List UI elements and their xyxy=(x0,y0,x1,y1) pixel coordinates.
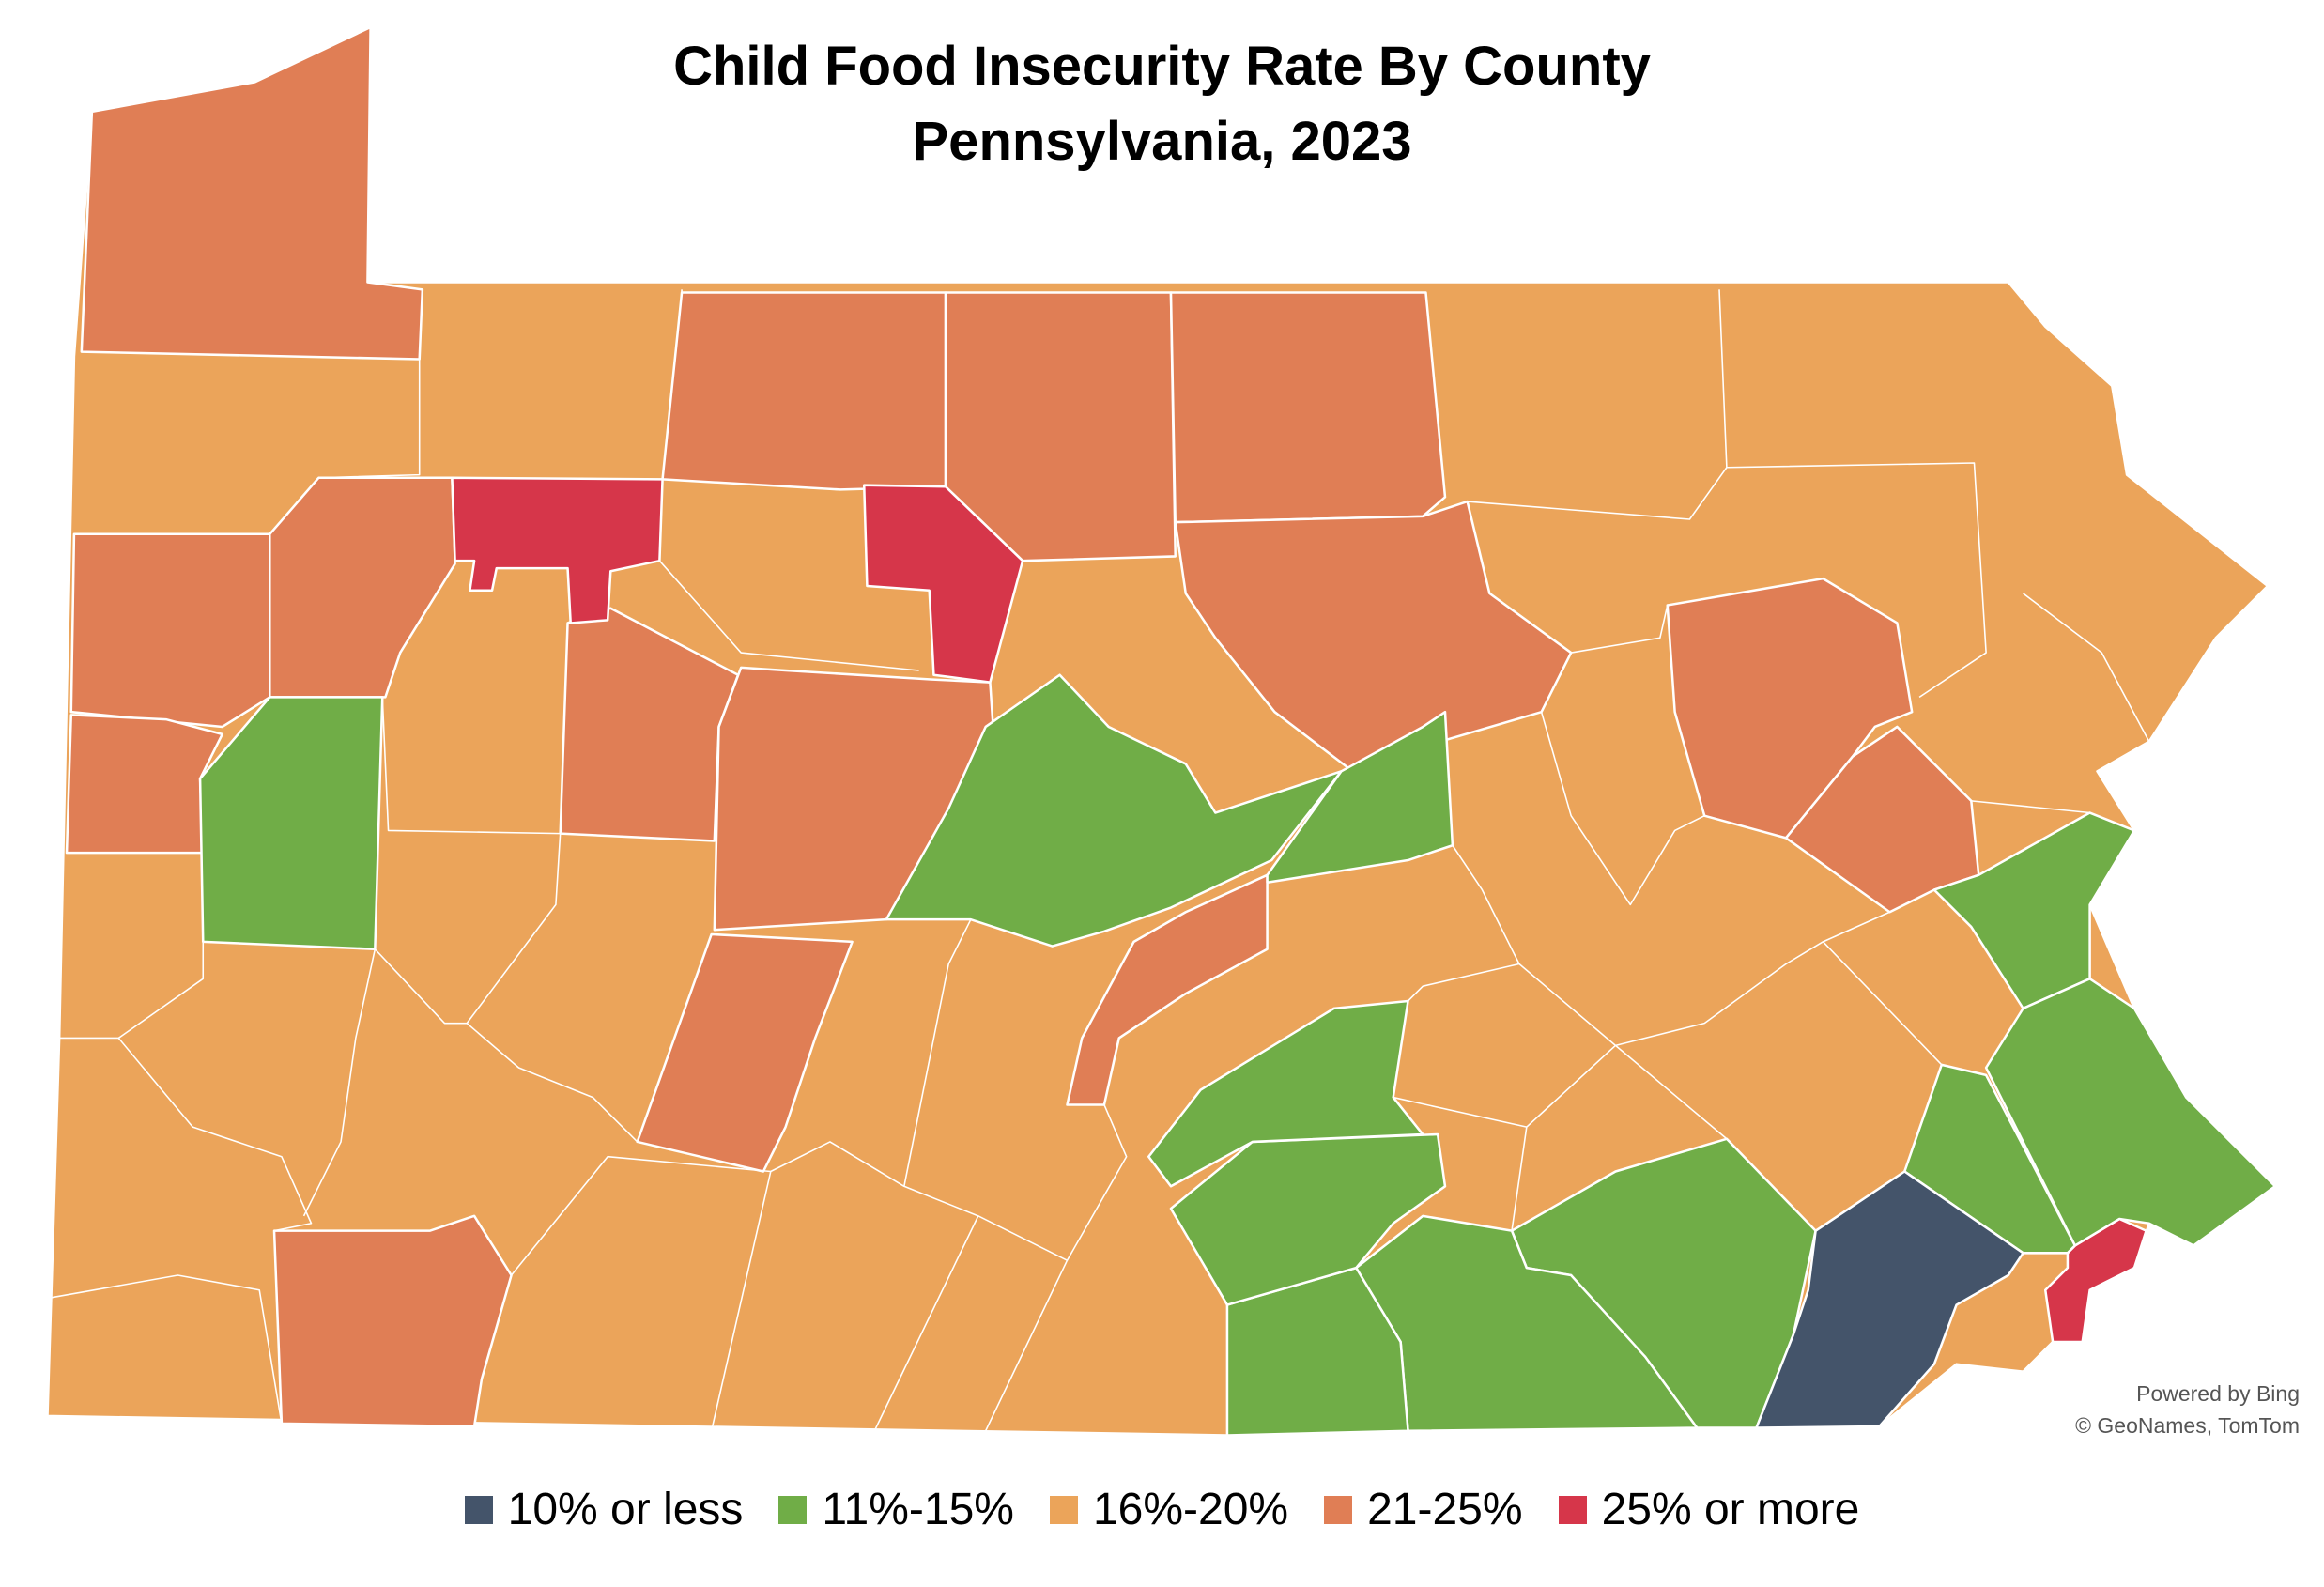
county-21-25 xyxy=(69,532,271,729)
county-borders xyxy=(1467,289,1728,520)
county-borders xyxy=(52,1274,283,1424)
legend-label: 25% or more xyxy=(1601,1485,1860,1534)
county-11-15 xyxy=(1147,999,1424,1188)
county-borders xyxy=(374,948,468,1025)
county-21-25 xyxy=(661,291,947,491)
county-11-15 xyxy=(1932,811,2136,1010)
county-21-25 xyxy=(636,932,854,1173)
county-borders xyxy=(302,948,377,1217)
county-21-25 xyxy=(1169,291,1447,524)
county-21-25 xyxy=(80,25,424,361)
attribution: Powered by Bing © GeoNames, TomTom xyxy=(2075,1378,2300,1441)
legend-item: 10% or less xyxy=(464,1484,744,1535)
attribution-credits: © GeoNames, TomTom xyxy=(2075,1413,2300,1438)
county-borders xyxy=(1066,1104,1128,1261)
county-borders xyxy=(1393,1096,1527,1128)
legend-swatch xyxy=(1049,1495,1078,1524)
legend-item: 21-25% xyxy=(1324,1484,1523,1535)
legend-label: 21-25% xyxy=(1367,1485,1523,1534)
county-25-or-more xyxy=(451,476,664,624)
county-21-25 xyxy=(1066,873,1269,1106)
legend-label: 16%-20% xyxy=(1092,1485,1289,1534)
legend-item: 16%-20% xyxy=(1049,1484,1289,1535)
legend-swatch xyxy=(778,1495,808,1524)
county-borders xyxy=(1614,1044,1728,1140)
county-borders xyxy=(510,1155,772,1431)
county-borders xyxy=(2023,593,2150,743)
county-borders xyxy=(1726,462,1987,699)
county-25-or-more xyxy=(2043,1217,2147,1344)
county-11-15 xyxy=(1225,1266,1409,1437)
map-subtitle: Pennsylvania, 2023 xyxy=(912,111,1412,172)
legend-swatch xyxy=(464,1495,493,1524)
county-borders xyxy=(1822,941,1943,1066)
county-borders xyxy=(658,560,919,671)
legend: 10% or less 11%-15% 16%-20% 21-25% 25% o… xyxy=(0,1484,2324,1535)
county-borders xyxy=(903,918,972,1187)
county-borders xyxy=(117,1037,313,1232)
county-borders xyxy=(1407,844,1520,1002)
legend-item: 11%-15% xyxy=(778,1484,1014,1535)
legend-swatch xyxy=(1558,1495,1587,1524)
county-11-15 xyxy=(885,673,1343,948)
county-11-15 xyxy=(198,696,384,950)
map-title: Child Food Insecurity Rate By County xyxy=(673,36,1651,97)
county-borders xyxy=(1511,963,1617,1231)
county-21-25 xyxy=(1174,500,1573,770)
legend-label: 10% or less xyxy=(507,1485,744,1534)
county-21-25 xyxy=(1784,725,1980,914)
county-21-25 xyxy=(944,291,1177,562)
county-21-25 xyxy=(1666,577,1914,840)
attribution-powered-by: Powered by Bing xyxy=(2136,1381,2300,1406)
county-25-or-more xyxy=(862,484,1024,684)
legend-item: 25% or more xyxy=(1558,1484,1860,1535)
county-11-15 xyxy=(1266,710,1454,884)
county-11-15 xyxy=(1984,978,2277,1247)
county-21-25 xyxy=(272,1214,513,1428)
county-borders xyxy=(466,833,639,1143)
county-borders xyxy=(1571,605,1669,654)
legend-label: 11%-15% xyxy=(822,1485,1014,1534)
county-21-25 xyxy=(65,714,224,855)
county-borders xyxy=(1615,911,1890,1047)
legend-swatch xyxy=(1324,1495,1353,1524)
county-10-or-less xyxy=(1755,1170,2024,1429)
